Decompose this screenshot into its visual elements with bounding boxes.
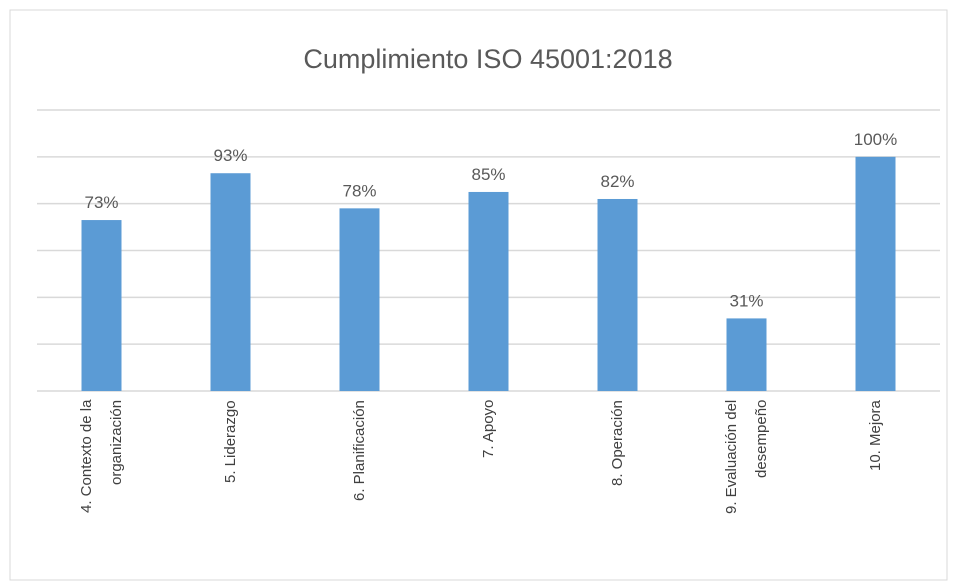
bar bbox=[597, 198, 638, 391]
data-label: 85% bbox=[471, 165, 505, 184]
data-label: 100% bbox=[854, 130, 897, 149]
x-tick-label: 6. Planificación bbox=[350, 400, 368, 501]
bar bbox=[339, 208, 380, 391]
x-tick-label: 9. Evaluación del desempeño bbox=[722, 400, 770, 515]
data-label: 82% bbox=[600, 172, 634, 191]
data-label: 78% bbox=[342, 181, 376, 200]
x-tick-label: 8. Operación bbox=[608, 400, 626, 486]
x-tick-label: 7. Apoyo bbox=[479, 400, 497, 459]
data-label: 31% bbox=[729, 291, 763, 310]
bar bbox=[855, 156, 896, 391]
bar bbox=[726, 318, 767, 391]
x-tick-label: 5. Liderazgo bbox=[221, 400, 239, 483]
bar bbox=[210, 173, 251, 391]
data-label: 73% bbox=[84, 193, 118, 212]
x-tick-label: 10. Mejora bbox=[866, 400, 884, 471]
data-label: 93% bbox=[213, 146, 247, 165]
x-tick-label: 4. Contexto de la organización bbox=[77, 400, 125, 514]
chart-title: Cumplimiento ISO 45001:2018 bbox=[303, 44, 672, 74]
bar bbox=[468, 191, 509, 391]
bar bbox=[81, 220, 122, 391]
